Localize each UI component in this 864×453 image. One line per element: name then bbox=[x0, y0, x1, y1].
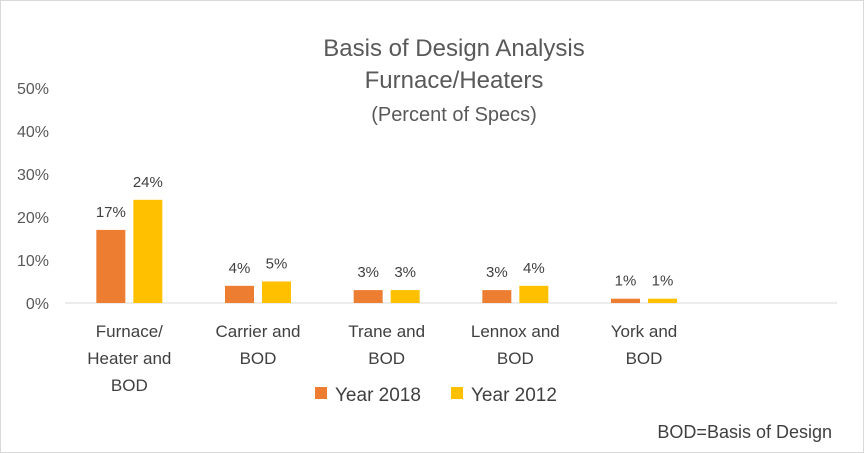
x-category-label: York and BOD bbox=[611, 322, 677, 368]
data-label: 1% bbox=[652, 273, 674, 290]
bar-year-2018 bbox=[353, 290, 383, 303]
legend-swatch bbox=[315, 387, 327, 399]
x-category-label: Lennox and BOD bbox=[471, 322, 560, 368]
bar-year-2012 bbox=[390, 290, 420, 303]
chart-title-line-1: Basis of Design Analysis bbox=[323, 35, 584, 62]
x-category-label: Furnace/Heater and BOD bbox=[87, 322, 171, 395]
bar-year-2018 bbox=[96, 229, 126, 303]
x-category-label: Trane and BOD bbox=[348, 322, 425, 368]
data-label: 3% bbox=[394, 264, 416, 281]
data-label: 4% bbox=[523, 260, 545, 277]
y-axis: 0% 10% 20% 30% 40% 50% bbox=[17, 81, 49, 313]
data-label: 24% bbox=[133, 174, 163, 191]
bar-year-2012 bbox=[648, 298, 677, 303]
data-label: 3% bbox=[357, 264, 379, 281]
legend-swatch bbox=[451, 387, 463, 399]
bar-year-2018 bbox=[482, 290, 512, 303]
legend: Year 2018 Year 2012 bbox=[315, 385, 557, 406]
y-tick-label: 50% bbox=[17, 81, 49, 98]
legend-label: Year 2012 bbox=[471, 385, 557, 406]
data-label: 5% bbox=[266, 256, 288, 273]
chart-title-line-2: Furnace/Heaters bbox=[365, 67, 544, 94]
y-tick-label: 0% bbox=[26, 296, 49, 313]
data-label: 3% bbox=[486, 264, 508, 281]
chart-subtitle: (Percent of Specs) bbox=[371, 104, 537, 126]
chart-title-group: Basis of Design Analysis Furnace/Heaters… bbox=[323, 35, 584, 126]
bars-group bbox=[96, 199, 677, 303]
bar-year-2018 bbox=[225, 285, 254, 303]
data-label: 4% bbox=[229, 260, 251, 277]
x-category-label: Carrier and BOD bbox=[215, 322, 300, 368]
legend-label: Year 2018 bbox=[335, 385, 421, 406]
category-labels-group: Furnace/Heater and BOD Carrier and BOD Trane… bbox=[87, 322, 677, 395]
y-tick-label: 10% bbox=[17, 253, 49, 270]
footnote: BOD=Basis of Design bbox=[657, 422, 832, 442]
y-tick-label: 40% bbox=[17, 124, 49, 141]
bar-year-2012 bbox=[519, 285, 549, 303]
y-tick-label: 20% bbox=[17, 210, 49, 227]
data-label: 1% bbox=[615, 273, 637, 290]
bar-year-2018 bbox=[611, 298, 640, 303]
bar-year-2012 bbox=[262, 281, 291, 303]
data-labels-group: 17% 24% 4% 5% 3% 3% 3% 4% 1% 1% bbox=[96, 174, 674, 290]
bar-year-2012 bbox=[133, 199, 163, 303]
y-tick-label: 30% bbox=[17, 167, 49, 184]
data-label: 17% bbox=[96, 204, 126, 221]
